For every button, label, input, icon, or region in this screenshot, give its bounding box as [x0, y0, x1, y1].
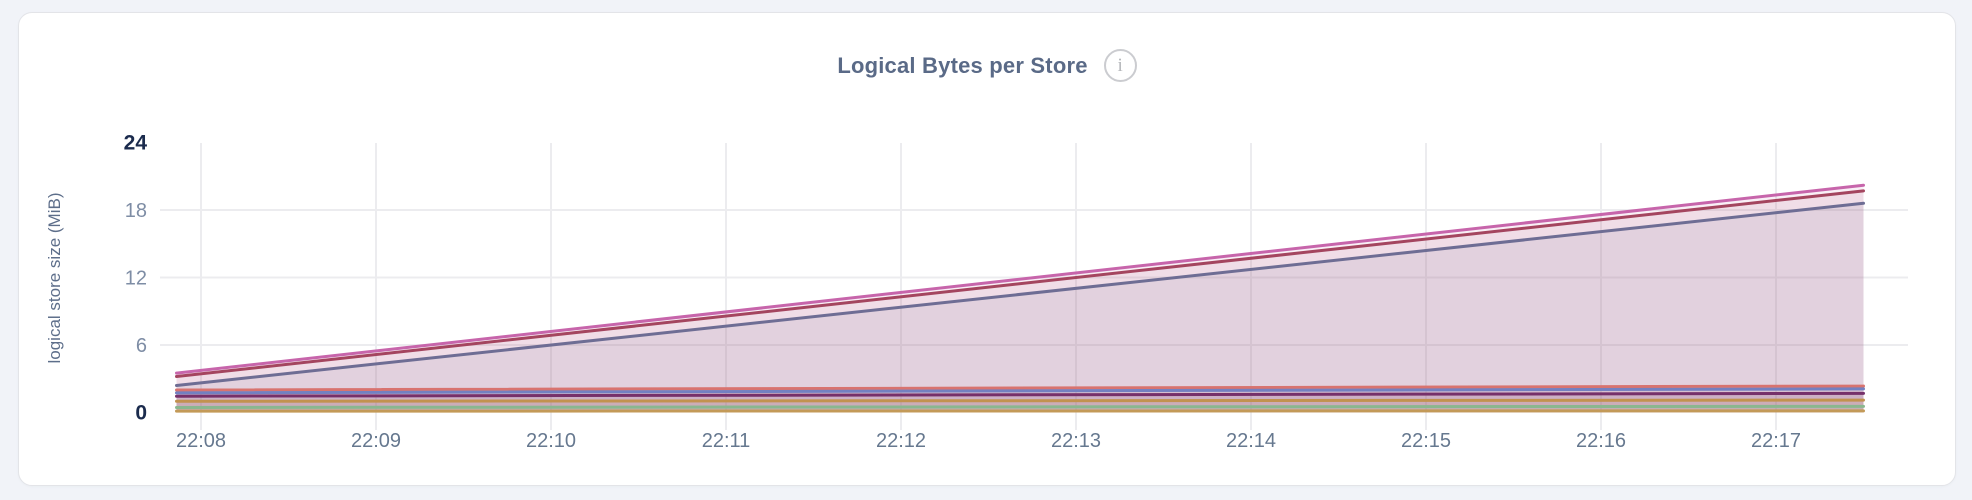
series-2-line: [175, 189, 1865, 378]
series-5-line: [175, 387, 1865, 395]
series-4-line: [175, 384, 1865, 392]
series-8-line: [175, 404, 1865, 409]
x-tick-label: 22:11: [702, 430, 751, 452]
y-tick-label: 6: [136, 335, 147, 357]
x-tick-label: 22:10: [526, 430, 576, 452]
chart-header: Logical Bytes per Store i: [19, 49, 1955, 82]
x-tick-label: 22:08: [176, 430, 226, 452]
x-tick-label: 22:16: [1576, 430, 1626, 452]
series-7-line: [175, 398, 1865, 403]
x-tick-label: 22:13: [1051, 430, 1101, 452]
x-tick-label: 22:09: [351, 430, 401, 452]
series-6-line: [175, 391, 1865, 398]
info-icon[interactable]: i: [1103, 49, 1137, 82]
x-tick-label: 22:12: [876, 430, 926, 452]
y-tick-label: 12: [125, 268, 147, 290]
x-tick-label: 22:17: [1751, 430, 1801, 452]
series-1-line: [175, 183, 1865, 375]
y-tick-label: 18: [125, 200, 147, 222]
series-3-area: [176, 203, 1864, 413]
chart-title: Logical Bytes per Store: [837, 52, 1088, 78]
y-axis-title: logical store size (MiB): [45, 193, 64, 364]
y-tick-label: 24: [124, 132, 148, 155]
x-tick-label: 22:14: [1226, 430, 1276, 452]
series-2-area: [176, 190, 1864, 413]
series-3-line: [175, 201, 1865, 387]
series-1-area: [176, 185, 1864, 413]
y-tick-label: 0: [135, 402, 147, 425]
x-tick-label: 22:15: [1401, 430, 1451, 452]
